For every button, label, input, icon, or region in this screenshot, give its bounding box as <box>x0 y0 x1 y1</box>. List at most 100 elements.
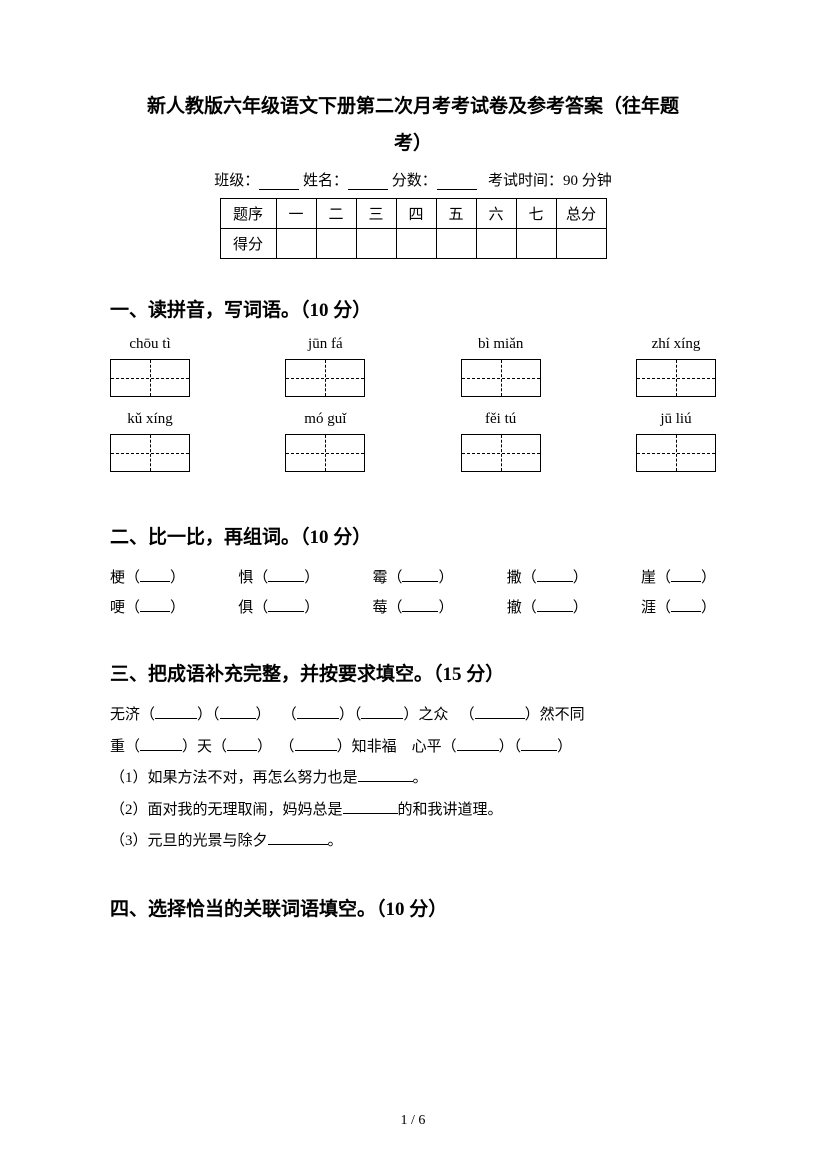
compare-item: 撤（） <box>507 593 588 623</box>
pinyin-label: bì miǎn <box>461 336 541 353</box>
compare-item: 莓（） <box>372 593 453 623</box>
name-label: 姓名： <box>303 173 348 189</box>
blank[interactable] <box>402 568 438 582</box>
score-cell[interactable] <box>436 229 476 259</box>
compare-item: 撒（） <box>507 563 588 593</box>
compare-item: 崖（） <box>641 563 716 593</box>
blank[interactable] <box>671 598 701 612</box>
section1-title: 一、读拼音，写词语。（10 分） <box>110 295 716 322</box>
blank[interactable] <box>343 800 398 814</box>
char-box[interactable] <box>285 359 365 397</box>
blank[interactable] <box>457 737 499 751</box>
blank[interactable] <box>155 705 197 719</box>
pinyin-label: kǔ xíng <box>110 411 190 428</box>
blank[interactable] <box>140 737 182 751</box>
pinyin-label: jū liú <box>636 411 716 428</box>
compare-row: 哽（） 俱（） 莓（） 撤（） 涯（） <box>110 593 716 623</box>
row-label: 题序 <box>220 199 276 229</box>
blank[interactable] <box>220 705 256 719</box>
question-sub: （2）面对我的无理取闹，妈妈总是的和我讲道理。 <box>110 795 716 827</box>
col-header: 六 <box>476 199 516 229</box>
blank[interactable] <box>358 768 413 782</box>
col-header: 一 <box>276 199 316 229</box>
score-cell[interactable] <box>516 229 556 259</box>
col-header: 七 <box>516 199 556 229</box>
row-label: 得分 <box>220 229 276 259</box>
score-cell[interactable] <box>476 229 516 259</box>
char-box[interactable] <box>110 359 190 397</box>
char-box[interactable] <box>285 434 365 472</box>
char-box[interactable] <box>110 434 190 472</box>
char-box[interactable] <box>461 434 541 472</box>
blank[interactable] <box>475 705 525 719</box>
pinyin-item: jū liú <box>636 411 716 472</box>
table-row: 得分 <box>220 229 606 259</box>
pinyin-item: jūn fá <box>285 336 365 397</box>
compare-item: 哽（） <box>110 593 185 623</box>
idiom-line: 重（）天（） （）知非福 心平（）（） <box>110 732 716 764</box>
score-cell[interactable] <box>396 229 436 259</box>
idiom-line: 无济（）（） （）（）之众 （）然不同 <box>110 700 716 732</box>
time-label: 考试时间：90 分钟 <box>488 173 612 189</box>
blank[interactable] <box>295 737 337 751</box>
class-blank[interactable] <box>259 175 299 190</box>
pinyin-item: kǔ xíng <box>110 411 190 472</box>
col-total: 总分 <box>556 199 606 229</box>
section3-title: 三、把成语补充完整，并按要求填空。（15 分） <box>110 659 716 686</box>
blank[interactable] <box>140 568 170 582</box>
pinyin-item: bì miǎn <box>461 336 541 397</box>
pinyin-label: jūn fá <box>285 336 365 353</box>
col-header: 三 <box>356 199 396 229</box>
compare-row: 梗（） 惧（） 霉（） 撒（） 崖（） <box>110 563 716 593</box>
blank[interactable] <box>402 598 438 612</box>
score-cell[interactable] <box>356 229 396 259</box>
blank[interactable] <box>521 737 557 751</box>
question-sub: （3）元旦的光景与除夕。 <box>110 826 716 858</box>
exam-info: 班级： 姓名： 分数： 考试时间：90 分钟 <box>110 169 716 190</box>
char-box[interactable] <box>636 359 716 397</box>
blank[interactable] <box>361 705 403 719</box>
pinyin-row: kǔ xíng mó guǐ fěi tú jū liú <box>110 411 716 472</box>
compare-item: 惧（） <box>238 563 319 593</box>
score-cell[interactable] <box>556 229 606 259</box>
question-sub: （1）如果方法不对，再怎么努力也是。 <box>110 763 716 795</box>
pinyin-item: fěi tú <box>461 411 541 472</box>
compare-item: 霉（） <box>372 563 453 593</box>
score-table: 题序 一 二 三 四 五 六 七 总分 得分 <box>220 198 607 259</box>
table-row: 题序 一 二 三 四 五 六 七 总分 <box>220 199 606 229</box>
col-header: 二 <box>316 199 356 229</box>
blank[interactable] <box>537 598 573 612</box>
score-label: 分数： <box>392 173 437 189</box>
class-label: 班级： <box>214 173 259 189</box>
pinyin-item: zhí xíng <box>636 336 716 397</box>
blank[interactable] <box>268 568 304 582</box>
blank[interactable] <box>671 568 701 582</box>
page-title: 新人教版六年级语文下册第二次月考考试卷及参考答案（往年题 <box>110 90 716 124</box>
compare-item: 涯（） <box>641 593 716 623</box>
blank[interactable] <box>268 831 328 845</box>
score-cell[interactable] <box>316 229 356 259</box>
score-cell[interactable] <box>276 229 316 259</box>
score-blank[interactable] <box>437 175 477 190</box>
section4-title: 四、选择恰当的关联词语填空。（10 分） <box>110 894 716 921</box>
pinyin-label: chōu tì <box>110 336 190 353</box>
pinyin-label: mó guǐ <box>285 411 365 428</box>
compare-item: 梗（） <box>110 563 185 593</box>
blank[interactable] <box>140 598 170 612</box>
pinyin-item: mó guǐ <box>285 411 365 472</box>
pinyin-label: fěi tú <box>461 411 541 428</box>
blank[interactable] <box>297 705 339 719</box>
page-subtitle: 考） <box>110 128 716 155</box>
blank[interactable] <box>268 598 304 612</box>
col-header: 五 <box>436 199 476 229</box>
char-box[interactable] <box>636 434 716 472</box>
pinyin-item: chōu tì <box>110 336 190 397</box>
pinyin-label: zhí xíng <box>636 336 716 353</box>
name-blank[interactable] <box>348 175 388 190</box>
blank[interactable] <box>537 568 573 582</box>
blank[interactable] <box>227 737 257 751</box>
compare-item: 俱（） <box>238 593 319 623</box>
col-header: 四 <box>396 199 436 229</box>
char-box[interactable] <box>461 359 541 397</box>
pinyin-row: chōu tì jūn fá bì miǎn zhí xíng <box>110 336 716 397</box>
